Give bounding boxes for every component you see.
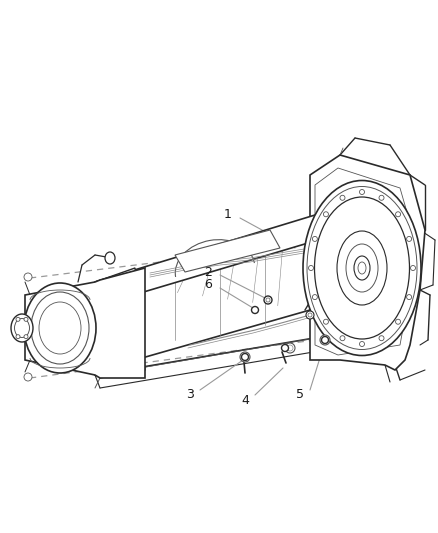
Ellipse shape	[24, 273, 32, 281]
Ellipse shape	[31, 292, 89, 364]
Ellipse shape	[308, 265, 314, 271]
Text: 1: 1	[224, 207, 232, 221]
Ellipse shape	[340, 336, 345, 341]
Ellipse shape	[323, 319, 328, 324]
Ellipse shape	[320, 335, 330, 345]
Text: 4: 4	[241, 393, 249, 407]
Polygon shape	[95, 268, 145, 378]
Ellipse shape	[410, 265, 416, 271]
Ellipse shape	[321, 336, 328, 343]
Ellipse shape	[406, 295, 412, 300]
Ellipse shape	[396, 212, 401, 217]
Ellipse shape	[251, 306, 258, 313]
Ellipse shape	[360, 342, 364, 346]
Text: 2: 2	[204, 265, 212, 279]
Ellipse shape	[24, 335, 28, 338]
Ellipse shape	[24, 283, 96, 373]
Ellipse shape	[312, 295, 318, 300]
Polygon shape	[175, 230, 280, 272]
Ellipse shape	[379, 195, 384, 200]
Ellipse shape	[16, 317, 20, 321]
Polygon shape	[25, 268, 145, 378]
Polygon shape	[95, 282, 110, 370]
Ellipse shape	[314, 197, 410, 339]
Ellipse shape	[24, 373, 32, 381]
Ellipse shape	[240, 352, 250, 362]
Ellipse shape	[241, 353, 248, 360]
Ellipse shape	[306, 311, 314, 319]
Ellipse shape	[340, 195, 345, 200]
Ellipse shape	[282, 344, 289, 351]
Text: 3: 3	[186, 389, 194, 401]
Ellipse shape	[11, 314, 33, 342]
Ellipse shape	[396, 319, 401, 324]
Polygon shape	[95, 215, 335, 302]
Ellipse shape	[360, 190, 364, 195]
Polygon shape	[310, 155, 425, 370]
Ellipse shape	[379, 336, 384, 341]
Ellipse shape	[337, 231, 387, 305]
Text: 6: 6	[204, 279, 212, 292]
Ellipse shape	[14, 319, 29, 337]
Ellipse shape	[312, 237, 318, 241]
Ellipse shape	[354, 256, 370, 280]
Ellipse shape	[105, 252, 115, 264]
Ellipse shape	[16, 335, 20, 338]
Ellipse shape	[285, 343, 295, 353]
Text: 5: 5	[296, 389, 304, 401]
Ellipse shape	[323, 212, 328, 217]
Ellipse shape	[406, 237, 412, 241]
Ellipse shape	[24, 317, 28, 321]
Ellipse shape	[264, 296, 272, 304]
Ellipse shape	[303, 181, 421, 356]
